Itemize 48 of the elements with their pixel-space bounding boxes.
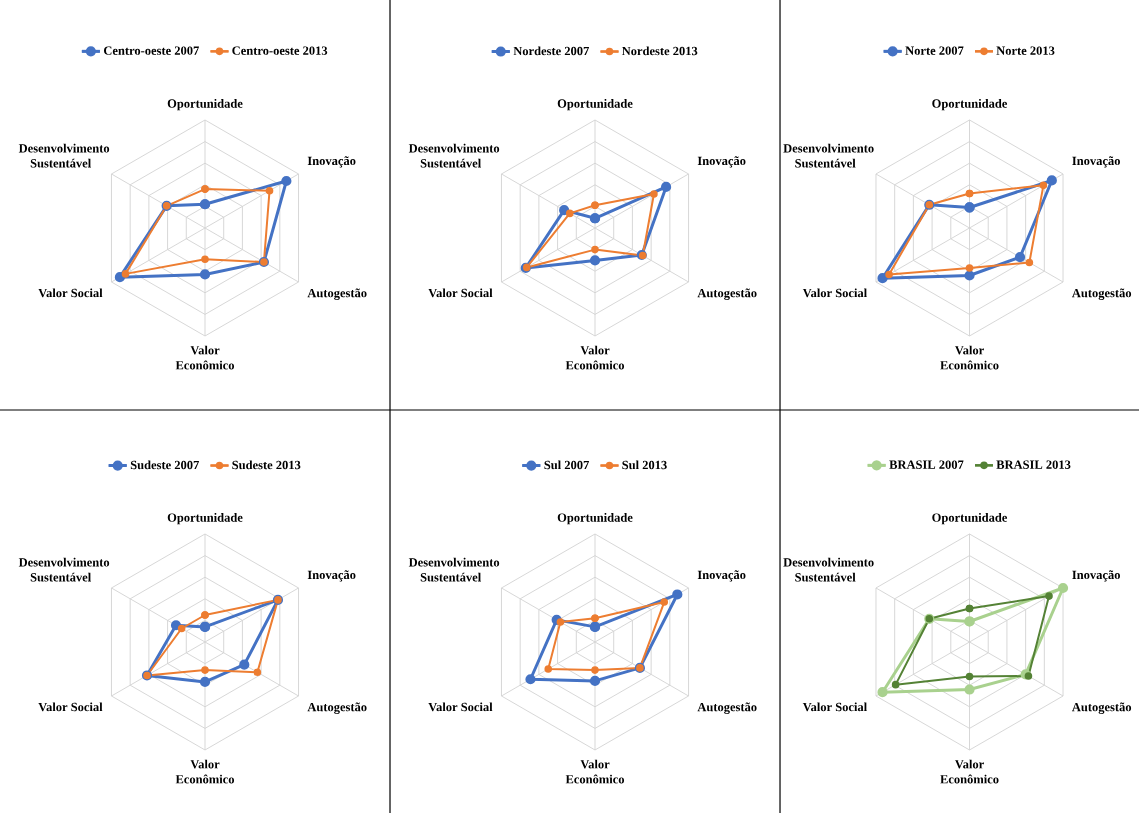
spoke-label: Inovação (697, 156, 746, 168)
spoke-label: Valor Econômico (175, 345, 235, 370)
spoke-label: Desenvolvimento Sustentável (408, 557, 500, 582)
legend-label: Centro-oeste 2013 (232, 46, 328, 55)
spoke-label: Valor Econômico (940, 759, 999, 784)
spoke-label: Oportunidade (167, 512, 243, 525)
spoke-label: Valor Social (428, 702, 493, 712)
legend-label: BRASIL 2007 (889, 460, 964, 469)
spoke-label: Autogestão (1071, 702, 1132, 714)
spoke-label: Inovação (307, 156, 356, 168)
legend-label: Sudeste 2007 (130, 460, 199, 470)
legend-label: Nordeste 2013 (621, 46, 698, 56)
spoke-label: Inovação (1072, 570, 1120, 582)
spoke-label: Inovação (307, 570, 356, 582)
spoke-label: Valor Econômico (565, 345, 625, 370)
spoke-label: Oportunidade (557, 512, 633, 525)
spoke-label: Desenvolvimento Sustentável (783, 557, 874, 582)
spoke-label: Autogestão (697, 288, 757, 300)
legend-label: Sul 2007 (544, 460, 589, 470)
spoke-label: Valor Econômico (565, 759, 625, 784)
spoke-label: Oportunidade (557, 98, 633, 111)
legend-label: Norte 2013 (996, 46, 1055, 55)
spoke-label: Valor Social (428, 288, 493, 298)
legend-label: Nordeste 2007 (513, 46, 589, 56)
spoke-label: Desenvolvimento Sustentável (783, 143, 874, 168)
spoke-label: Valor Social (802, 702, 867, 712)
legend-label: BRASIL 2013 (996, 460, 1071, 469)
spoke-label: Oportunidade (932, 98, 1008, 111)
spoke-label: Valor Social (38, 702, 103, 712)
spoke-label: Valor Econômico (175, 759, 235, 784)
legend-label: Sudeste 2013 (232, 460, 301, 470)
spoke-label: Oportunidade (932, 512, 1008, 525)
spoke-label: Valor Social (38, 288, 103, 298)
spoke-label: Autogestão (1071, 288, 1132, 300)
spoke-label: Valor Econômico (940, 345, 999, 370)
spoke-label: Desenvolvimento Sustentável (18, 557, 110, 582)
spoke-label: Autogestão (307, 702, 367, 714)
spoke-label: Valor Social (802, 288, 867, 298)
spoke-label: Desenvolvimento Sustentável (18, 143, 110, 168)
legend-label: Norte 2007 (905, 46, 964, 55)
spoke-label: Oportunidade (167, 98, 243, 111)
legend-label: Centro-oeste 2007 (103, 46, 199, 55)
spoke-label: Inovação (697, 570, 746, 582)
legend-label: Sul 2013 (622, 460, 667, 470)
spoke-label: Desenvolvimento Sustentável (408, 143, 500, 168)
spoke-label: Inovação (1072, 156, 1120, 168)
spoke-label: Autogestão (307, 288, 367, 300)
spoke-label: Autogestão (697, 702, 757, 714)
